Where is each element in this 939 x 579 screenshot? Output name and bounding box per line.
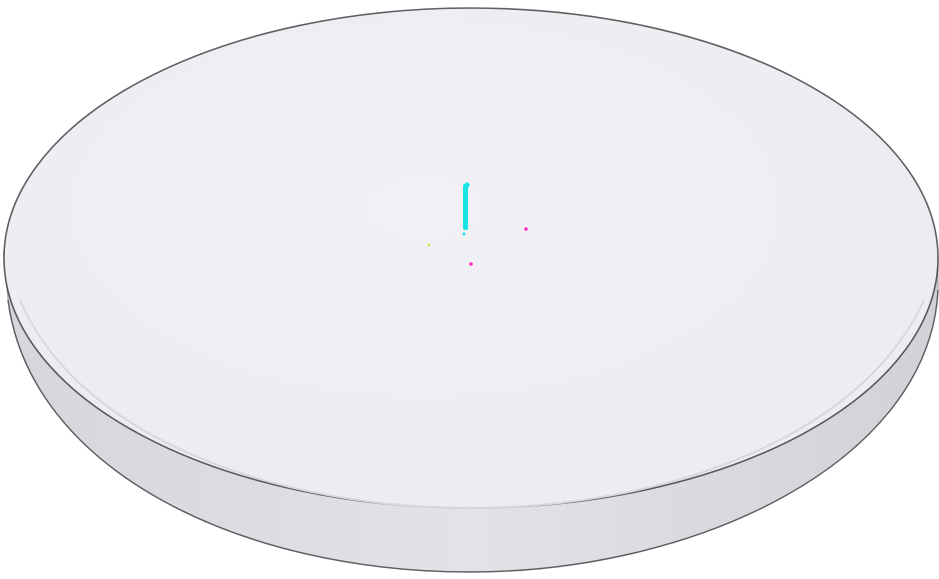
cyan-rod-tip — [464, 182, 470, 188]
yellow-dot-marker — [427, 243, 431, 247]
markers — [427, 182, 528, 266]
cyan-rod-marker — [463, 184, 468, 230]
magenta-dot-bottom-marker — [469, 262, 473, 266]
disc-top-face — [3, 7, 939, 509]
disc-top-edge-shade — [19, 299, 925, 510]
disc-bottom-rim — [7, 289, 939, 573]
disc-platform — [3, 7, 939, 573]
cyan-rod-base — [462, 232, 466, 236]
magenta-dot-right-marker — [524, 227, 528, 231]
